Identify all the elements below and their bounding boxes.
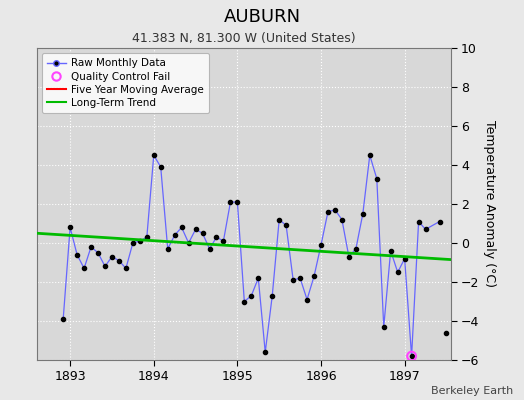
Point <box>282 222 290 229</box>
Point <box>59 316 68 322</box>
Point <box>129 240 137 246</box>
Point <box>379 324 388 330</box>
Point <box>352 246 360 252</box>
Point <box>317 242 325 248</box>
Point <box>149 152 158 158</box>
Point <box>421 226 430 232</box>
Point <box>324 209 332 215</box>
Point <box>442 330 451 336</box>
Y-axis label: Temperature Anomaly (°C): Temperature Anomaly (°C) <box>483 120 496 288</box>
Point <box>80 265 88 272</box>
Point <box>122 265 130 272</box>
Point <box>191 226 200 232</box>
Point <box>254 275 263 281</box>
Point <box>66 224 74 230</box>
Point <box>87 244 95 250</box>
Point <box>338 216 346 223</box>
Point <box>303 296 311 303</box>
Point <box>345 254 353 260</box>
Point <box>407 353 416 359</box>
Point <box>296 275 304 281</box>
Text: AUBURN: AUBURN <box>223 8 301 26</box>
Point <box>219 238 227 244</box>
Point <box>289 277 297 283</box>
Point <box>233 199 242 205</box>
Point <box>170 232 179 238</box>
Point <box>205 246 214 252</box>
Point <box>268 292 277 299</box>
Title: 41.383 N, 81.300 W (United States): 41.383 N, 81.300 W (United States) <box>132 32 355 46</box>
Point <box>366 152 374 158</box>
Legend: Raw Monthly Data, Quality Control Fail, Five Year Moving Average, Long-Term Tren: Raw Monthly Data, Quality Control Fail, … <box>42 53 209 113</box>
Point <box>394 269 402 276</box>
Point <box>73 252 81 258</box>
Point <box>94 250 102 256</box>
Point <box>387 248 395 254</box>
Point <box>212 234 221 240</box>
Point <box>157 164 165 170</box>
Point <box>163 246 172 252</box>
Point <box>108 254 116 260</box>
Point <box>226 199 235 205</box>
Text: Berkeley Earth: Berkeley Earth <box>431 386 514 396</box>
Point <box>373 176 381 182</box>
Point <box>358 210 367 217</box>
Point <box>247 292 256 299</box>
Point <box>198 230 206 236</box>
Point <box>178 224 186 230</box>
Point <box>275 216 283 223</box>
Point <box>407 353 416 359</box>
Point <box>184 240 193 246</box>
Point <box>310 273 318 279</box>
Point <box>143 234 151 240</box>
Point <box>101 263 109 270</box>
Point <box>136 238 144 244</box>
Point <box>414 218 423 225</box>
Point <box>331 207 339 213</box>
Point <box>240 298 248 305</box>
Point <box>400 255 409 262</box>
Point <box>435 218 444 225</box>
Point <box>115 257 123 264</box>
Point <box>261 349 269 355</box>
